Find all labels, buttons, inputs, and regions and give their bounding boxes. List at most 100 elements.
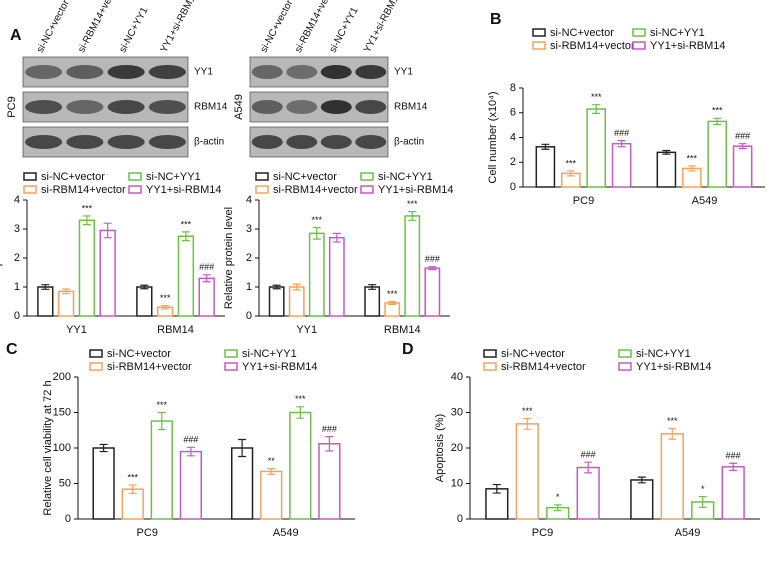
error-bar (584, 461, 593, 474)
error-bar (332, 232, 341, 243)
legend-swatch (483, 349, 497, 358)
y-tick-label: 4 (14, 194, 20, 206)
blot-band (148, 65, 186, 79)
legend-label: si-NC+vector (550, 27, 614, 39)
lane-label: si-NC+vector (35, 0, 72, 55)
blot-band (107, 135, 145, 149)
significance-label: ### (425, 254, 440, 264)
blot-band (320, 65, 352, 79)
blot-band (66, 135, 104, 149)
legend-swatch (224, 362, 238, 371)
blot-band (251, 100, 283, 114)
protein-label: RBM14 (194, 102, 228, 113)
legend-swatch (618, 349, 632, 358)
significance-label: *** (295, 394, 306, 404)
error-bar (103, 222, 112, 239)
bar (515, 423, 539, 520)
legend-label: si-NC+vector (41, 171, 105, 183)
bar (611, 142, 632, 188)
y-axis-label: Cell number (x10⁴) (487, 91, 499, 183)
error-bar (267, 467, 276, 475)
lane-label: si-NC+YY1 (117, 5, 150, 54)
legend-label: si-RBM14+vector (273, 184, 358, 196)
legend-swatch (632, 28, 646, 37)
bar (535, 146, 556, 188)
bar (404, 215, 421, 317)
x-tick-label: PC9 (532, 527, 553, 539)
y-tick-label: 200 (53, 371, 71, 383)
bar (707, 120, 728, 188)
error-bar (553, 504, 562, 512)
legend-label: si-RBM14+vector (550, 40, 635, 52)
bar (656, 151, 677, 188)
blot-band (25, 100, 63, 114)
error-bar (238, 438, 247, 458)
panel-label: C (6, 341, 18, 358)
y-axis-label: Relative protein level (223, 207, 235, 309)
legend-label: YY1+si-RBM14 (650, 40, 726, 52)
error-bar (202, 274, 211, 283)
significance-label: *** (591, 92, 602, 102)
legend-swatch (618, 362, 632, 371)
significance-label: *** (82, 203, 93, 213)
blot-band (286, 100, 318, 114)
blot-band (66, 100, 104, 114)
significance-label: *** (687, 153, 698, 163)
blot-band (148, 100, 186, 114)
blot-band (66, 65, 104, 79)
protein-label: β-actin (194, 137, 224, 148)
significance-label: *** (160, 293, 171, 303)
y-tick-label: 30 (451, 406, 463, 418)
error-bar (140, 284, 149, 290)
legend-label: si-NC+YY1 (378, 171, 433, 183)
x-tick-label: RBM14 (384, 324, 421, 336)
x-tick-label: YY1 (296, 324, 317, 336)
y-axis-label: Relative cell viability at 72 h (42, 380, 54, 515)
blot-band (355, 135, 387, 149)
y-tick-label: 0 (510, 181, 516, 193)
legend-swatch (532, 28, 546, 37)
x-tick-label: A549 (273, 527, 299, 539)
lane-label: YY1+si-RBM14 (159, 0, 201, 55)
significance-label: ### (581, 450, 596, 460)
bar (99, 229, 116, 317)
error-bar (698, 496, 707, 508)
error-bar (368, 284, 377, 290)
blot-band (148, 135, 186, 149)
error-bar (41, 284, 50, 290)
protein-label: YY1 (394, 67, 413, 78)
lane-label: si-RBM14+vector (76, 0, 122, 55)
bar (177, 235, 195, 317)
significance-label: ### (183, 435, 198, 445)
significance-label: ### (614, 128, 629, 138)
significance-label: * (556, 492, 560, 502)
error-bar (272, 284, 281, 290)
error-bar (523, 417, 532, 430)
y-tick-label: 2 (246, 252, 252, 264)
significance-label: *** (566, 158, 577, 168)
significance-label: *** (712, 106, 723, 116)
legend-swatch (23, 185, 37, 194)
x-tick-label: YY1 (66, 324, 87, 336)
error-bar (128, 484, 137, 495)
significance-label: *** (522, 406, 533, 416)
y-tick-label: 50 (59, 477, 71, 489)
error-bar (541, 143, 550, 150)
y-tick-label: 2 (510, 156, 516, 168)
legend-label: YY1+si-RBM14 (146, 184, 222, 196)
y-tick-label: 3 (14, 223, 20, 235)
error-bar (157, 411, 166, 431)
blot-band (107, 100, 145, 114)
bar (78, 219, 96, 317)
error-bar (296, 406, 305, 419)
error-bar (738, 143, 747, 150)
lane-label: si-NC+vector (259, 0, 296, 55)
error-bar (428, 266, 437, 271)
y-axis-label: Apoptosis (%) (434, 414, 446, 482)
legend-swatch (128, 185, 142, 194)
error-bar (566, 170, 575, 177)
y-tick-label: 0 (65, 513, 71, 525)
blot-band (25, 135, 63, 149)
legend-swatch (89, 349, 103, 358)
significance-label: ** (268, 456, 276, 466)
